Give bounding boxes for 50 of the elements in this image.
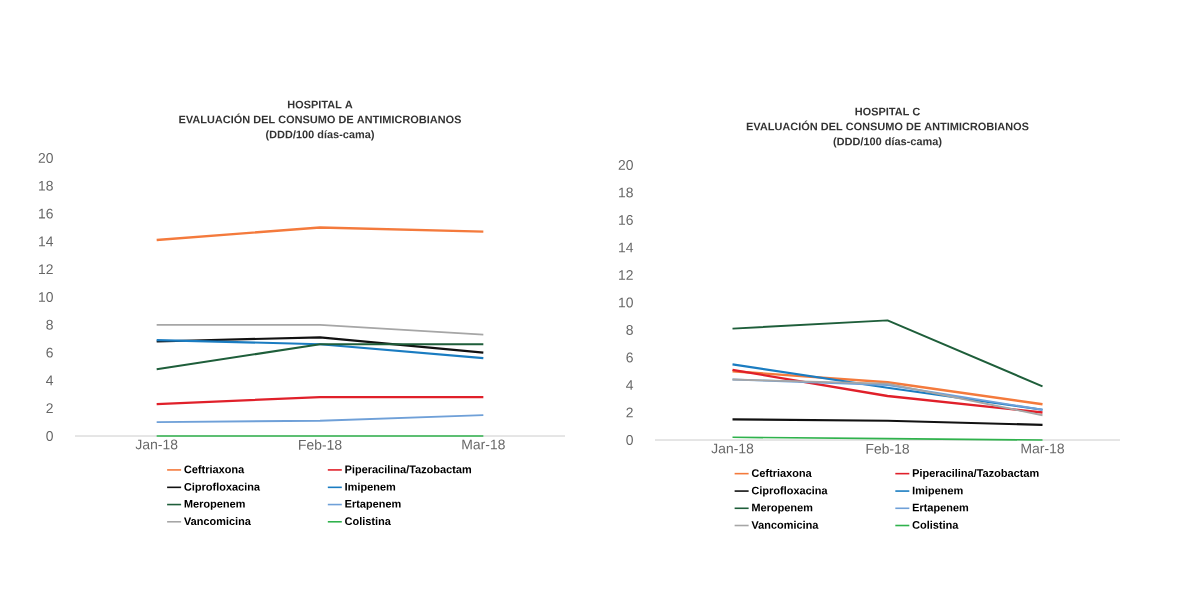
legend-label: Ertapenem: [345, 500, 401, 510]
y-tick-label: 18: [39, 180, 53, 191]
text: (DDD/100 días-cama): [266, 130, 374, 141]
x-tick-label: Feb-18: [299, 439, 342, 450]
legend-label: Vancomicina: [751, 520, 819, 529]
legend-label: Meropenem: [752, 503, 813, 514]
chart-subtitle: EVALUACIÓN DEL CONSUMO DE ANTIMICROBIANOS: [746, 120, 1029, 131]
chart-subtitle: EVALUACIÓN DEL CONSUMO DE ANTIMICROBIANOS: [179, 113, 462, 124]
legend-label: Ciprofloxacina: [751, 486, 828, 497]
legend-label: Imipenem: [912, 486, 963, 497]
x-tick-label: Feb-18: [866, 443, 909, 454]
y-tick-label: 12: [39, 264, 53, 275]
y-tick-label: 8: [626, 325, 633, 335]
y-tick-label: 8: [46, 319, 53, 330]
legend-label: Meropenem: [184, 500, 245, 510]
legend-label: Ceftriaxona: [184, 465, 245, 474]
y-tick-label: 6: [626, 352, 633, 363]
legend-label: Piperacilina/Tazobactam: [345, 465, 472, 476]
y-tick-label: 4: [46, 375, 54, 386]
text: (DDD/100 días-cama): [833, 137, 942, 148]
chart-title: HOSPITAL C: [855, 107, 920, 116]
y-tick-label: 20: [38, 153, 53, 163]
legend-label: Ciprofloxacina: [184, 482, 261, 493]
legend-label: Piperacilina/Tazobactam: [912, 468, 1039, 480]
y-tick-label: 10: [39, 292, 53, 302]
y-tick-label: 0: [46, 431, 53, 441]
y-tick-label: 0: [626, 435, 633, 445]
x-tick-label: Jan-18: [135, 439, 178, 450]
x-tick-label: Mar-18: [1021, 443, 1064, 454]
x-tick-label: Mar-18: [462, 439, 505, 450]
legend-label: Imipenem: [345, 482, 396, 493]
y-tick-label: 10: [619, 297, 633, 308]
legend-label: Colistina: [345, 517, 391, 526]
y-tick-label: 20: [618, 160, 633, 170]
y-tick-label: 18: [619, 187, 633, 198]
y-tick-label: 2: [46, 403, 53, 414]
y-tick-label: 12: [619, 270, 633, 280]
chart-title: HOSPITAL A: [287, 100, 353, 109]
legend-label: Colistina: [912, 520, 959, 529]
legend-label: Vancomicina: [183, 517, 251, 526]
y-tick-label: 4: [626, 380, 634, 390]
legend-label: Ertapenem: [912, 503, 969, 514]
y-tick-label: 6: [46, 347, 53, 358]
y-tick-label: 16: [619, 215, 633, 225]
y-tick-label: 2: [626, 407, 633, 418]
x-tick-label: Jan-18: [711, 443, 754, 454]
y-tick-label: 14: [619, 242, 634, 253]
legend-label: Ceftriaxona: [751, 468, 812, 477]
y-tick-label: 16: [39, 208, 53, 219]
y-tick-label: 14: [39, 236, 54, 247]
